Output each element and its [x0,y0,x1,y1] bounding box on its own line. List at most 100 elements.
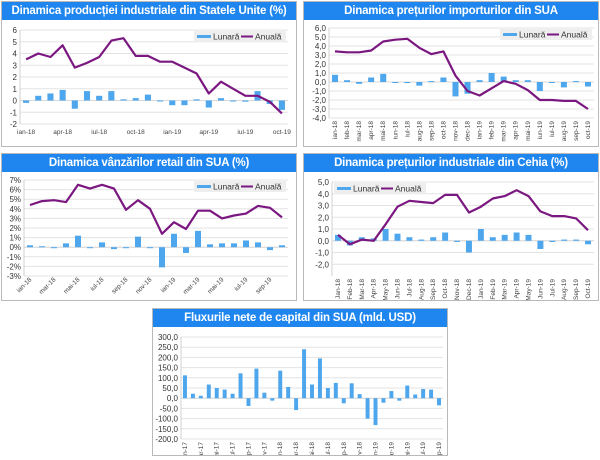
line-series-anuala [334,37,589,110]
chart-panel-us-retail-sales: Dinamica vânzărilor retail din SUA (%) -… [1,153,297,301]
y-tick-label: 0,0 [315,78,327,87]
legend-box [500,29,592,40]
bar-mar-18 [294,398,299,411]
bar-sep-18 [428,81,435,83]
bar-ian-18 [23,100,30,103]
y-tick-label: 1,0 [318,225,330,234]
bar-mai-18 [75,235,81,248]
y-tick-label: 150,0 [158,364,179,373]
x-tick-label: Nov-18 [454,279,461,300]
x-tick-label: sep-18 [428,121,435,141]
line-series-anuala [337,189,589,246]
bar-iun-18 [392,82,399,83]
x-tick-label: oct-18 [440,121,447,139]
chart-title: Dinamica prețurilor industriale din Cehi… [304,154,598,172]
bar-Sep-18 [430,237,437,241]
bar-nov-18 [357,394,362,399]
bar-ian-18 [332,74,339,82]
x-tick-label: Jul-19 [549,279,556,297]
chart-title: Dinamica vânzărilor retail din SUA (%) [2,154,296,172]
bar-ian-19 [169,100,176,106]
bar-feb-19 [181,100,188,106]
bar-Aug-19 [561,239,568,241]
legend-swatch-anuala [381,187,393,190]
bar-dec-17 [270,398,275,401]
chart-svg: -200,0-150,0-100,0 -50,00,050,0100,0150,0… [155,333,443,455]
bar-May-18 [382,229,389,241]
y-tick-label: 200,0 [158,353,179,362]
bar-Nov-18 [454,240,461,242]
legend-swatch-anuala [241,185,253,188]
bar-apr-18 [302,349,307,399]
y-tick-label: 6 [13,26,18,35]
bar-oct-18 [132,98,139,101]
bar-aug-17 [238,373,243,399]
bar-Jul-18 [406,237,413,241]
x-tick-label: nov-18 [452,121,459,141]
chart-panel-us-net-capital-flows: Fluxurile nete de capital din SUA (mld. … [152,308,448,456]
chart-svg: -4,0-3,0-2,0-1,00,01,02,03,04,05,06,0 ian… [312,24,594,142]
x-tick-label: May-19 [526,279,533,300]
chart-title: Fluxurile nete de capital din SUA (mld. … [153,309,447,327]
y-tick-label: 6% [9,186,21,195]
x-tick-label: mai-18 [62,276,81,295]
x-tick-label: Jul-18 [406,279,413,297]
bar-iul-18 [404,82,411,83]
bar-Aug-18 [418,239,425,241]
x-tick-label: Jun-19 [537,279,544,299]
bar-sep-17 [246,398,251,406]
bar-mai-19 [524,80,531,82]
legend-label-anuala: Anuală [255,182,282,192]
y-tick-label: -1,0 [315,249,329,258]
x-tick-label: ian-17 [182,442,189,455]
x-tick-label: Feb-19 [490,279,497,300]
x-tick-label: iul-19 [420,442,427,455]
y-tick-label: 1% [9,234,21,243]
bar-aug-18 [111,247,117,250]
y-tick-label: 300,0 [158,333,179,342]
x-tick-label: ian-18 [332,121,339,139]
x-tick-label: ian-19 [163,129,181,136]
y-tick-label: 3% [9,214,21,223]
bar-iun-17 [222,389,227,399]
x-tick-label: mar-19 [501,121,508,142]
bar-iul-18 [325,388,330,399]
y-tick-label: 1 [13,85,18,94]
y-tick-label: 5,0 [318,178,330,187]
bar-nov-18 [452,82,459,97]
bar-Sep-19 [573,239,580,241]
bar-iun-19 [536,82,543,91]
bar-sep-19 [572,81,579,83]
bar-iun-18 [317,358,322,399]
bar-Mar-19 [501,234,508,241]
bar-iul-19 [243,240,249,248]
line-series-anuala [29,183,283,235]
x-tick-label: nov-17 [261,442,268,455]
y-tick-label: -2,0 [312,96,326,105]
y-tick-label: 5% [9,195,21,204]
y-tick-label: 0% [9,243,21,252]
x-tick-label: Sep-19 [573,279,580,300]
x-tick-label: oct-19 [585,121,592,139]
x-tick-label: Dec-18 [466,279,473,300]
x-tick-label: apr-18 [368,121,375,140]
x-tick-label: ian-19 [373,442,380,455]
x-tick-label: oct-19 [273,129,291,136]
bar-dec-18 [365,398,370,419]
bar-iun-19 [230,100,237,102]
legend-box [194,31,286,42]
y-tick-label: 2,0 [315,60,327,69]
legend-swatch-lunara [197,35,211,38]
y-tick-label: 3,0 [315,51,327,60]
bar-feb-17 [190,393,195,399]
bar-aug-18 [416,82,423,86]
bar-Jun-19 [537,240,544,249]
y-tick-label: -1 [10,108,18,117]
bar-dec-18 [157,100,164,102]
x-tick-label: Apr-18 [371,279,378,299]
bar-iun-19 [231,243,237,248]
bar-ian-19 [476,80,483,82]
bar-feb-19 [381,398,386,403]
bar-sep-18 [123,247,129,249]
x-tick-label: iun-18 [392,121,399,139]
